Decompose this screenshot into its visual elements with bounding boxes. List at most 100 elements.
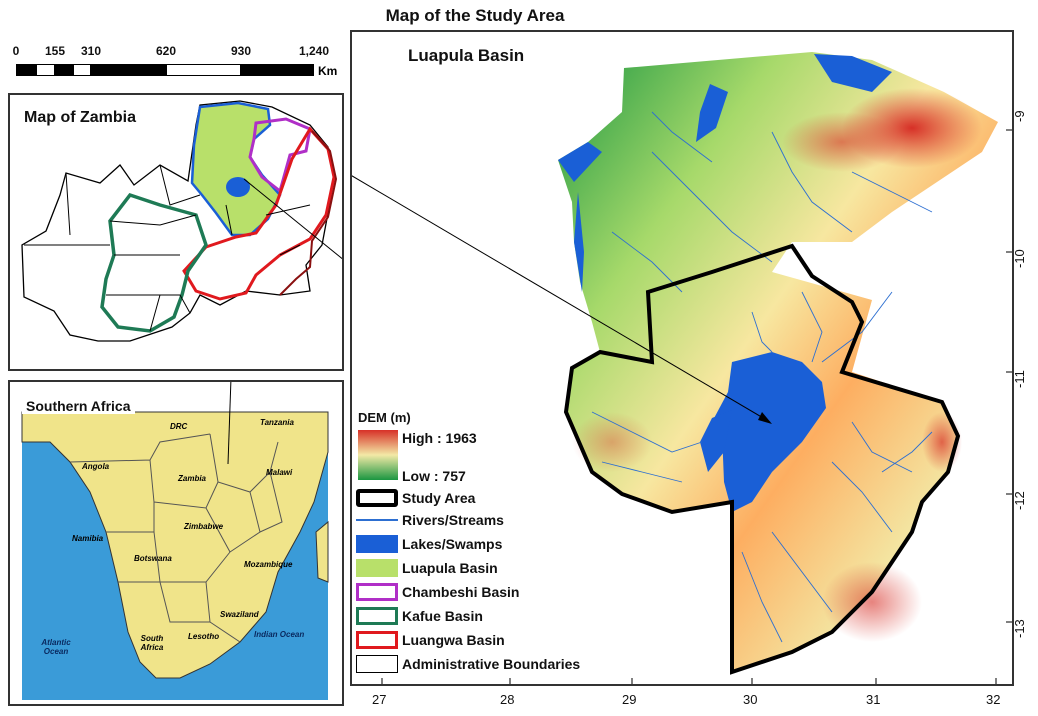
southern-africa-land	[21, 411, 329, 679]
country-label: Swaziland	[220, 610, 259, 619]
lake-shape	[226, 177, 250, 197]
chambeshi-basin-shape	[248, 117, 312, 194]
swamp-west-strip	[574, 192, 584, 292]
zambia-map	[21, 100, 342, 342]
scale-segment	[55, 64, 73, 76]
ocean-label: Indian Ocean	[254, 630, 305, 639]
country-label: Tanzania	[260, 418, 294, 427]
admin-swatch	[356, 655, 398, 673]
scale-segment	[91, 64, 166, 76]
legend-label: Luangwa Basin	[402, 632, 505, 648]
legend-item-lakes: Lakes/Swamps	[356, 533, 502, 555]
legend-item-luapula: Luapula Basin	[356, 557, 498, 579]
study-area-swatch	[356, 489, 398, 507]
chambeshi-swatch	[356, 583, 398, 601]
admin-boundary	[24, 164, 311, 332]
legend-item-luangwa: Luangwa Basin	[356, 629, 505, 651]
scale-bar: 0 155 310 620 930 1,240 Km	[0, 40, 345, 80]
scale-tick-label: 0	[12, 44, 20, 58]
dem-color-ramp	[358, 430, 398, 480]
luapula-swatch	[356, 559, 398, 577]
legend-label: Lakes/Swamps	[402, 536, 503, 552]
scale-segment	[166, 64, 241, 76]
lake-bangweulu	[814, 54, 892, 92]
rivers	[591, 111, 933, 643]
zambia-panel-title: Map of Zambia	[24, 109, 137, 126]
country-label: Zimbabwe	[184, 522, 224, 531]
luapula-main-panel: Luapula Basin	[350, 30, 1014, 686]
x-tick-label: 29	[622, 692, 637, 707]
dem-high-area	[822, 562, 922, 642]
dem-high-area	[782, 112, 902, 172]
legend-title: DEM (m)	[358, 410, 411, 425]
luangwa-basin-shape	[182, 126, 336, 301]
x-tick-label: 31	[866, 692, 881, 707]
scale-tick-label: 1,240	[298, 44, 330, 58]
kafue-swatch	[356, 607, 398, 625]
madagascar-shape	[315, 520, 329, 583]
scale-tick-label: 310	[80, 44, 102, 58]
legend-item-study-area: Study Area	[356, 487, 475, 509]
legend-label: Kafue Basin	[402, 608, 483, 624]
kafue-basin-shape	[100, 192, 208, 333]
scale-tick-label: 930	[230, 44, 252, 58]
legend-dem-low: Low : 757	[402, 468, 466, 484]
lake-north-arm	[696, 84, 728, 142]
country-label: Botswana	[134, 554, 172, 563]
legend: DEM (m) High : 1963 Low : 757 Study Area…	[356, 410, 606, 680]
lake-west-arm	[700, 410, 732, 472]
ocean-label: Atlantic Ocean	[41, 638, 71, 656]
luangwa-basin-outer	[279, 130, 338, 296]
southern-africa-panel: Southern Africa DRC Tanzania Angola Zamb…	[8, 380, 344, 706]
page-title: Map of the Study Area	[385, 6, 565, 25]
legend-label: Chambeshi Basin	[402, 584, 520, 600]
legend-item-kafue: Kafue Basin	[356, 605, 483, 627]
x-tick-label: 30	[743, 692, 758, 707]
main-panel-title: Luapula Basin	[408, 46, 525, 65]
country-label: South Africa	[140, 634, 164, 652]
country-label: Zambia	[178, 474, 207, 483]
legend-label: Rivers/Streams	[402, 512, 504, 528]
y-tick-label: -10	[1012, 249, 1027, 268]
swamp-west	[558, 142, 602, 182]
country-label: Mozambique	[244, 560, 293, 569]
study-area-outline	[563, 243, 961, 675]
country-borders	[69, 433, 283, 643]
x-tick-label: 32	[986, 692, 1001, 707]
scale-tick-label: 620	[155, 44, 177, 58]
legend-item-chambeshi: Chambeshi Basin	[356, 581, 519, 603]
country-label: DRC	[170, 422, 188, 431]
pointer-arrow-line	[243, 178, 342, 260]
luangwa-swatch	[356, 631, 398, 649]
scale-segment	[241, 64, 314, 76]
legend-item-rivers: Rivers/Streams	[356, 509, 504, 531]
legend-dem-high: High : 1963	[402, 430, 477, 446]
scale-tick-label: 155	[44, 44, 66, 58]
y-tick-label: -13	[1012, 619, 1027, 638]
zambia-panel: Map of Zambia	[8, 93, 344, 371]
legend-item-admin: Administrative Boundaries	[356, 653, 580, 675]
scale-unit: Km	[318, 64, 338, 78]
dem-high-area	[572, 412, 652, 472]
arrow-head	[758, 412, 772, 424]
dem-map	[352, 52, 1012, 684]
x-tick-label: 27	[372, 692, 387, 707]
legend-label: Luapula Basin	[402, 560, 498, 576]
legend-label: Administrative Boundaries	[402, 656, 581, 672]
scale-segment	[36, 64, 55, 76]
y-tick-label: -11	[1012, 370, 1027, 388]
lake-mweru	[712, 352, 826, 512]
river-swatch	[356, 519, 398, 521]
x-tick-label: 28	[500, 692, 515, 707]
y-tick-label: -12	[1012, 491, 1027, 510]
legend-label: Study Area	[402, 490, 476, 506]
southern-africa-map	[21, 382, 329, 700]
country-label: Angola	[82, 462, 110, 471]
country-label: Malawi	[266, 468, 293, 477]
pointer-arrow-line	[227, 382, 232, 465]
y-tick-label: -9	[1012, 110, 1027, 122]
country-label: Lesotho	[188, 632, 220, 641]
scale-segment	[16, 64, 36, 76]
country-label: Namibia	[72, 534, 104, 543]
southern-africa-title: Southern Africa	[22, 398, 135, 414]
